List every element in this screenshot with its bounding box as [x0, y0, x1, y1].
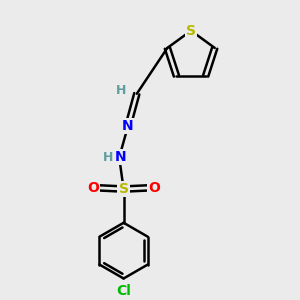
- Text: S: S: [118, 182, 129, 196]
- Text: N: N: [122, 119, 134, 133]
- Text: H: H: [103, 151, 113, 164]
- Text: O: O: [87, 181, 99, 195]
- Text: H: H: [116, 84, 127, 97]
- Text: S: S: [186, 24, 196, 38]
- Text: N: N: [115, 150, 127, 164]
- Text: Cl: Cl: [116, 284, 131, 298]
- Text: O: O: [148, 181, 160, 195]
